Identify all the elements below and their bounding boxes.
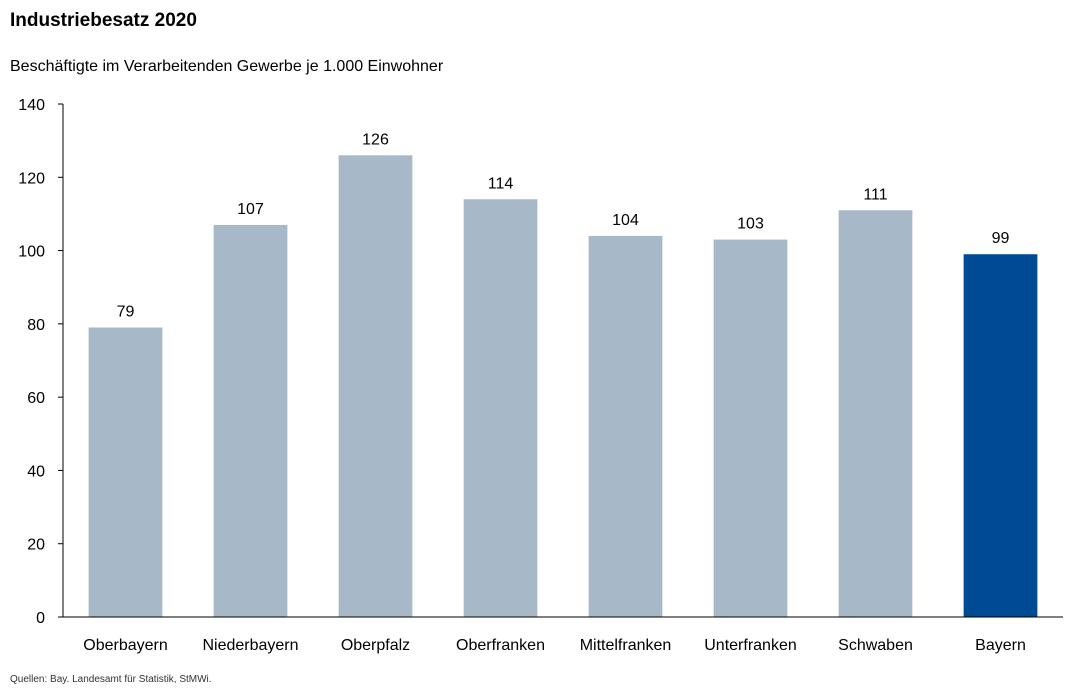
bars (88, 155, 1038, 618)
y-tick-label: 140 (18, 97, 45, 114)
y-tick-label: 0 (36, 610, 45, 627)
x-label-oberfranken: Oberfranken (456, 637, 545, 654)
y-tick-label: 60 (27, 390, 45, 407)
bar-bayern (963, 254, 1038, 617)
x-axis-labels: Oberbayern Niederbayern Oberpfalz Oberfrank… (83, 637, 1026, 654)
data-label-bayern: 99 (992, 230, 1010, 247)
y-tick-label: 120 (18, 170, 45, 187)
x-label-bayern: Bayern (975, 637, 1026, 654)
bar-mittelfranken (588, 235, 663, 617)
bar-oberpfalz (338, 155, 413, 618)
data-label-mittelfranken: 104 (612, 212, 639, 229)
y-tick-label: 100 (18, 244, 45, 261)
bar-unterfranken (713, 239, 788, 618)
chart-title: Industriebesatz 2020 (10, 10, 197, 31)
chart-subtitle: Beschäftigte im Verarbeitenden Gewerbe j… (10, 58, 444, 75)
data-label-oberbayern: 79 (117, 304, 135, 321)
bar-schwaben (838, 210, 913, 617)
x-label-schwaben: Schwaben (838, 637, 913, 654)
y-tick-label: 80 (27, 317, 45, 334)
data-label-oberpfalz: 126 (362, 131, 389, 148)
x-label-mittelfranken: Mittelfranken (580, 637, 672, 654)
source-note: Quellen: Bay. Landesamt für Statistik, S… (10, 674, 212, 685)
bar-niederbayern (213, 224, 288, 617)
bar-oberbayern (88, 327, 163, 617)
y-axis-ticks: 0 20 40 60 80 100 120 140 (18, 97, 63, 627)
y-tick-label: 20 (27, 537, 45, 554)
x-label-unterfranken: Unterfranken (704, 637, 797, 654)
data-label-schwaben: 111 (863, 186, 887, 203)
x-label-oberpfalz: Oberpfalz (341, 637, 410, 654)
x-label-oberbayern: Oberbayern (83, 637, 168, 654)
bar-oberfranken (463, 199, 538, 617)
data-label-unterfranken: 103 (737, 216, 764, 233)
data-label-niederbayern: 107 (237, 201, 264, 218)
data-label-oberfranken: 114 (488, 175, 514, 192)
data-labels: 79 107 126 114 104 103 111 99 (117, 131, 1010, 320)
y-tick-label: 40 (27, 463, 45, 480)
x-label-niederbayern: Niederbayern (202, 637, 298, 654)
